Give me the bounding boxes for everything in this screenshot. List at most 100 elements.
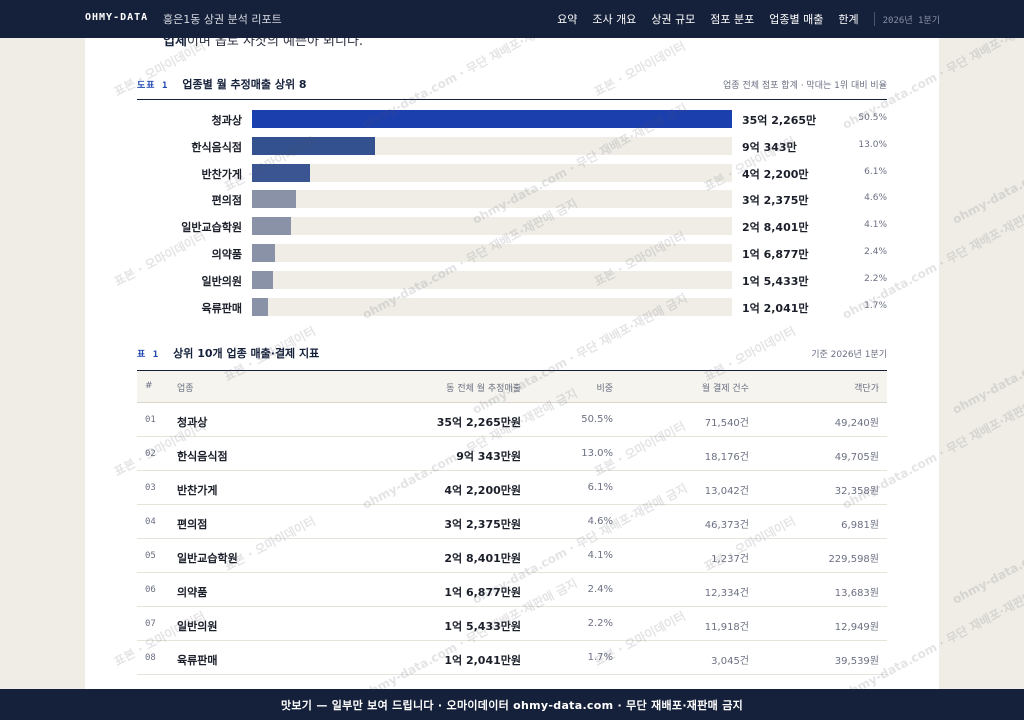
col-header-share: 비중	[596, 384, 613, 394]
row-industry: 편의점	[177, 518, 208, 531]
row-sales: 2억 8,401만원	[444, 552, 521, 565]
row-payment-count: 1,237건	[711, 554, 749, 565]
row-share: 6.1%	[587, 482, 613, 493]
bar-share-label: 6.1%	[864, 166, 887, 177]
row-sales: 1억 6,877만원	[444, 586, 521, 599]
nav-item-market-size[interactable]: 상권 규모	[651, 13, 696, 26]
report-page: 업체이며 옵로 사삿의 예쁜아 뵈니다. 도표 1 업종별 월 추정매출 상위 …	[85, 38, 939, 690]
row-payment-count: 71,540건	[704, 418, 749, 429]
table-row: 06 의약품 1억 6,877만원 2.4% 12,334건 13,683원	[137, 573, 887, 607]
table-head-row: # 업종 동 전체 월 추정매출 비중 월 결제 건수 객단가	[137, 370, 887, 403]
table-row: 07 일반의원 1억 5,433만원 2.2% 11,918건 12,949원	[137, 607, 887, 641]
row-payment-count: 3,045건	[711, 656, 749, 667]
row-index: 07	[145, 619, 156, 629]
bar	[252, 270, 274, 289]
row-sales: 1억 2,041만원	[444, 654, 521, 667]
row-industry: 한식음식점	[177, 450, 228, 463]
bar-row: 청과상 35억 2,265만 50.5%	[137, 110, 887, 128]
bar-value-label: 1억 5,433만	[742, 274, 809, 288]
bar-share-label: 4.6%	[864, 193, 887, 204]
nav-menu: 요약 조사 개요 상권 규모 점포 분포 업종별 매출 한계 2026년 1분기	[542, 0, 940, 38]
bar-value-label: 1억 6,877만	[742, 248, 809, 261]
row-share: 13.0%	[581, 448, 613, 459]
nav-item-store-distribution[interactable]: 점포 분포	[710, 13, 755, 26]
bar-category-label: 반찬가게	[201, 167, 242, 181]
bar-track	[252, 297, 732, 316]
row-index: 08	[145, 653, 156, 663]
table-row: 08 육류판매 1억 2,041만원 1.7% 3,045건 39,539원	[137, 641, 887, 675]
row-avg-spend: 13,683원	[834, 588, 879, 599]
table-row: 02 한식음식점 9억 343만원 13.0% 18,176건 49,705원	[137, 437, 887, 471]
row-payment-count: 12,334건	[704, 588, 749, 599]
row-industry: 의약품	[177, 586, 208, 599]
row-avg-spend: 49,705원	[834, 452, 879, 463]
row-sales: 1억 5,433만원	[444, 620, 521, 633]
row-payment-count: 11,918건	[704, 622, 749, 633]
row-index: 06	[145, 585, 156, 595]
bar-row: 반찬가게 4억 2,200만 6.1%	[137, 163, 887, 182]
row-sales: 3억 2,375만원	[444, 518, 521, 531]
bar	[252, 297, 269, 316]
row-index: 05	[145, 551, 156, 561]
bar-category-label: 한식음식점	[191, 140, 242, 154]
table-header: 표 1 상위 10개 업종 매출·결제 지표 기준 2026년 1분기	[137, 343, 887, 363]
nav-item-sales-by-industry[interactable]: 업종별 매출	[769, 13, 824, 26]
bar	[252, 163, 310, 182]
bar-value-label: 35억 2,265만	[742, 114, 817, 127]
bar-share-label: 50.5%	[858, 113, 887, 123]
row-industry: 청과상	[177, 416, 208, 429]
nav-item-summary[interactable]: 요약	[557, 13, 578, 26]
watermark-text: ohmy-data.com · 무단 재배포·재판매 금지	[950, 291, 1024, 417]
bar-row: 편의점 3억 2,375만 4.6%	[137, 190, 887, 209]
bar	[252, 110, 732, 128]
watermark-text: ohmy-data.com · 무단 재배포·재판매 금지	[950, 481, 1024, 607]
figure-rule	[137, 99, 887, 100]
row-avg-spend: 6,981원	[841, 520, 879, 531]
bar-row: 한식음식점 9억 343만 13.0%	[137, 136, 887, 155]
row-share: 1.7%	[587, 652, 613, 663]
row-payment-count: 46,373건	[704, 520, 749, 531]
bar-category-label: 일반의원	[201, 274, 242, 288]
row-avg-spend: 32,358원	[834, 486, 879, 497]
bar-share-label: 1.7%	[864, 300, 887, 311]
table-note: 기준 2026년 1분기	[811, 349, 887, 360]
row-share: 2.2%	[587, 618, 613, 629]
brand-logo[interactable]: OHMY-DATA	[85, 12, 149, 23]
row-share: 2.4%	[587, 584, 613, 595]
bar-share-label: 13.0%	[858, 139, 887, 150]
bar-track	[252, 163, 732, 182]
row-avg-spend: 39,539원	[834, 656, 879, 667]
bar-share-label: 2.4%	[864, 247, 887, 257]
report-title: 홍은1동 상권 분석 리포트	[163, 13, 282, 26]
row-industry: 일반의원	[177, 620, 218, 633]
table-row: 03 반찬가게 4억 2,200만원 6.1% 13,042건 32,358원	[137, 471, 887, 505]
nav-item-survey-overview[interactable]: 조사 개요	[592, 13, 637, 26]
bar-value-label: 1억 2,041만	[742, 301, 809, 315]
bar-track	[252, 217, 732, 236]
bar-category-label: 편의점	[211, 194, 242, 208]
col-header-count: 월 결제 건수	[701, 384, 749, 394]
col-header-sales: 동 전체 월 추정매출	[446, 384, 521, 394]
bar-share-label: 2.2%	[864, 273, 887, 284]
bar-track	[252, 270, 732, 289]
row-avg-spend: 229,598원	[828, 554, 879, 565]
bar-row: 일반의원 1억 5,433만 2.2%	[137, 270, 887, 289]
table-body: 01 청과상 35억 2,265만원 50.5% 71,540건 49,240원 02 한식음…	[137, 403, 887, 675]
nav-item-limitations[interactable]: 한계	[838, 13, 859, 26]
bar-track	[252, 190, 732, 209]
bar-track	[252, 136, 732, 155]
row-avg-spend: 49,240원	[834, 418, 879, 429]
nav-divider	[873, 12, 875, 26]
row-avg-spend: 12,949원	[834, 622, 879, 633]
bar-value-label: 3억 2,375만	[742, 194, 809, 208]
bar-value-label: 4억 2,200만	[742, 167, 809, 181]
bar-share-label: 4.1%	[864, 220, 887, 231]
bar	[252, 217, 291, 236]
figure-title: 업종별 월 추정매출 상위 8	[182, 78, 307, 91]
nav-period-label: 2026년 1분기	[882, 15, 940, 26]
row-payment-count: 13,042건	[704, 486, 749, 497]
sales-bar-chart: 청과상 35억 2,265만 50.5% 한식음식점 9억 343만 13.0% 반찬가게 4…	[137, 110, 887, 326]
metrics-table: # 업종 동 전체 월 추정매출 비중 월 결제 건수 객단가 01 청과상 35억…	[137, 370, 887, 675]
row-sales: 9억 343만원	[456, 450, 521, 463]
bar-row: 육류판매 1억 2,041만 1.7%	[137, 297, 887, 316]
